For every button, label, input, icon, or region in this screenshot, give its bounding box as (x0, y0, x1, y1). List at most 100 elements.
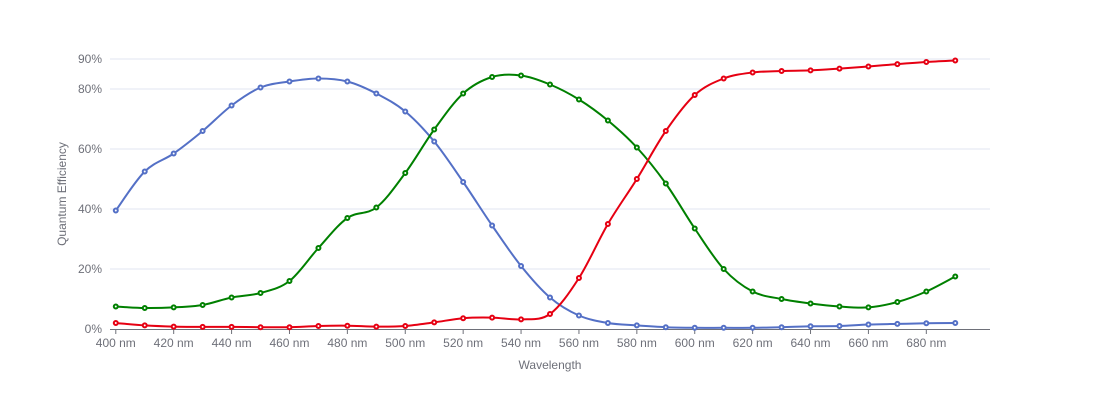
data-point (286, 324, 293, 331)
x-tick-label: 400 nm (96, 336, 136, 350)
data-point (720, 324, 727, 331)
data-point (691, 324, 698, 331)
data-point (170, 323, 177, 330)
data-point (662, 180, 669, 187)
data-point (778, 324, 785, 331)
data-point (518, 72, 525, 79)
data-point (662, 128, 669, 134)
data-point (460, 90, 467, 97)
y-tick-label: 90% (78, 52, 102, 66)
data-points (112, 57, 959, 331)
data-point (344, 78, 351, 85)
data-point (749, 288, 756, 295)
data-point (633, 322, 640, 329)
data-point (575, 312, 582, 319)
y-tick-label: 20% (78, 262, 102, 276)
data-point (633, 144, 640, 151)
y-tick-label: 60% (78, 142, 102, 156)
data-point (460, 315, 467, 322)
data-point (894, 61, 901, 68)
x-axis-title: Wavelength (519, 358, 582, 372)
data-point (286, 278, 293, 284)
series-line-3 (114, 59, 957, 329)
data-point (749, 69, 756, 76)
series-lines (114, 59, 957, 329)
data-point (518, 316, 525, 323)
data-point (547, 311, 553, 317)
data-point (228, 323, 235, 330)
data-point (344, 322, 351, 329)
y-axis-title: Quantum Efficiency (55, 142, 69, 246)
data-point (749, 324, 756, 331)
x-tick-label: 580 nm (617, 336, 657, 350)
data-point (373, 90, 380, 97)
data-point (199, 323, 206, 330)
data-point (604, 320, 611, 326)
data-point (112, 303, 119, 310)
data-point (836, 323, 843, 329)
data-point (836, 303, 843, 310)
data-point (141, 305, 148, 311)
data-point (257, 290, 264, 296)
data-point (489, 314, 496, 321)
x-tick-label: 420 nm (154, 336, 194, 350)
y-tick-label: 40% (78, 202, 102, 216)
data-point (894, 320, 901, 327)
x-tick-label: 440 nm (212, 336, 252, 350)
data-point (402, 170, 409, 176)
data-point (778, 68, 785, 74)
data-point (489, 222, 496, 229)
x-tick-label: 680 nm (906, 336, 946, 350)
data-point (720, 75, 727, 82)
data-point (315, 323, 322, 329)
x-tick-label: 560 nm (559, 336, 599, 350)
data-point (431, 319, 438, 326)
data-point (662, 324, 669, 331)
data-point (170, 150, 177, 157)
data-point (547, 81, 553, 88)
x-tick-label: 600 nm (675, 336, 715, 350)
data-point (315, 75, 322, 82)
data-point (894, 299, 901, 305)
data-point (547, 294, 553, 301)
data-point (865, 321, 872, 328)
data-point (923, 59, 930, 65)
data-point (112, 320, 119, 326)
data-point (170, 304, 177, 311)
data-point (778, 296, 785, 302)
x-tick-label: 480 nm (327, 336, 367, 350)
y-tick-labels: 0% 20% 40% 60% 80% 90% (78, 52, 102, 336)
x-tick-labels: 400 nm 420 nm 440 nm 460 nm 480 nm 500 nm 520 … (96, 336, 947, 350)
data-point (112, 207, 119, 214)
data-point (691, 225, 698, 232)
data-point (865, 304, 872, 311)
data-point (952, 273, 959, 280)
x-tick-label: 660 nm (848, 336, 888, 350)
data-point (691, 92, 698, 98)
data-point (141, 168, 148, 175)
x-tick-label: 620 nm (733, 336, 773, 350)
data-point (315, 245, 322, 251)
data-point (923, 320, 930, 327)
series-line-2 (114, 73, 957, 310)
x-tick-label: 500 nm (385, 336, 425, 350)
data-point (228, 294, 235, 301)
data-point (286, 78, 293, 85)
x-tick-label: 540 nm (501, 336, 541, 350)
data-point (431, 138, 438, 145)
y-tick-label: 0% (85, 322, 103, 336)
series-line-1 (114, 77, 957, 329)
data-point (575, 96, 582, 103)
data-point (344, 215, 351, 221)
data-point (257, 324, 264, 331)
data-point (373, 204, 380, 211)
x-tick-label: 520 nm (443, 336, 483, 350)
data-point (952, 320, 959, 326)
data-point (257, 84, 264, 91)
data-point (865, 63, 872, 70)
data-point (633, 176, 640, 182)
data-point (720, 266, 727, 272)
data-point (807, 323, 814, 330)
